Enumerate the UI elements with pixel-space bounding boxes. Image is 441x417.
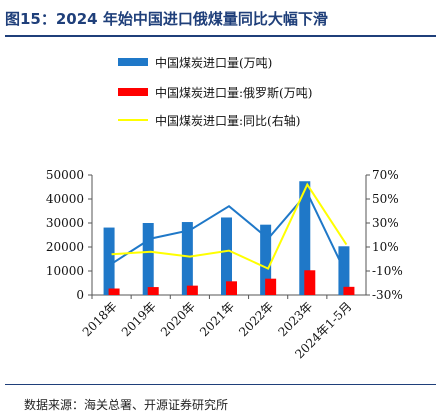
chart: 中国煤炭进口量(万吨) 中国煤炭进口量:俄罗斯(万吨) 中国煤炭进口量:同比(右轴)… <box>46 55 403 361</box>
line-yoy <box>111 182 348 270</box>
legend-label-0: 中国煤炭进口量(万吨) <box>155 55 272 70</box>
bar-total-imports <box>299 181 311 295</box>
legend-swatch-1 <box>118 88 148 96</box>
x-tick-label: 2019年 <box>119 299 159 339</box>
source-rule <box>5 384 436 385</box>
bar-total-imports <box>142 223 154 295</box>
bar-russia-imports <box>304 270 316 295</box>
bar-russia-imports <box>147 287 159 295</box>
y-left-tick-label: 50000 <box>46 168 84 182</box>
legend-swatch-0 <box>118 58 148 66</box>
bar-total-imports <box>103 227 115 295</box>
y-right-tick-label: 50% <box>372 192 399 206</box>
x-tick-label: 2022年 <box>236 299 276 339</box>
legend-label-1: 中国煤炭进口量:俄罗斯(万吨) <box>155 85 312 100</box>
y-left-tick-label: 40000 <box>46 192 84 206</box>
y-left-tick-label: 0 <box>76 288 84 302</box>
bar-russia-imports <box>343 286 355 295</box>
line-overlay-blue <box>111 191 348 276</box>
bar-russia-imports <box>226 281 237 295</box>
source-note: 数据来源：海关总署、开源证券研究所 <box>24 398 229 412</box>
y-left-tick-label: 10000 <box>46 264 84 278</box>
bar-total-imports <box>221 217 232 295</box>
y-left-tick-label: 30000 <box>46 216 84 230</box>
y-right-tick-label: 30% <box>372 216 399 230</box>
x-tick-label: 2020年 <box>158 299 198 339</box>
bar-total-imports <box>260 224 272 295</box>
bar-russia-imports <box>108 288 120 295</box>
figure-title: 图15：2024 年始中国进口俄煤量同比大幅下滑 <box>5 10 328 28</box>
y-right-tick-label: -30% <box>372 288 403 302</box>
bar-russia-imports <box>186 285 198 295</box>
y-right-tick-label: -10% <box>372 264 403 278</box>
y-right-tick-label: 10% <box>372 240 399 254</box>
bar-total-imports <box>181 222 193 295</box>
legend-label-2: 中国煤炭进口量:同比(右轴) <box>155 113 300 128</box>
bar-russia-imports <box>265 278 277 295</box>
y-right-tick-label: 70% <box>372 168 399 182</box>
y-left-tick-label: 20000 <box>46 240 84 254</box>
x-tick-label: 2018年 <box>80 299 120 339</box>
title-rule <box>5 35 436 37</box>
x-tick-label: 2021年 <box>197 299 237 339</box>
